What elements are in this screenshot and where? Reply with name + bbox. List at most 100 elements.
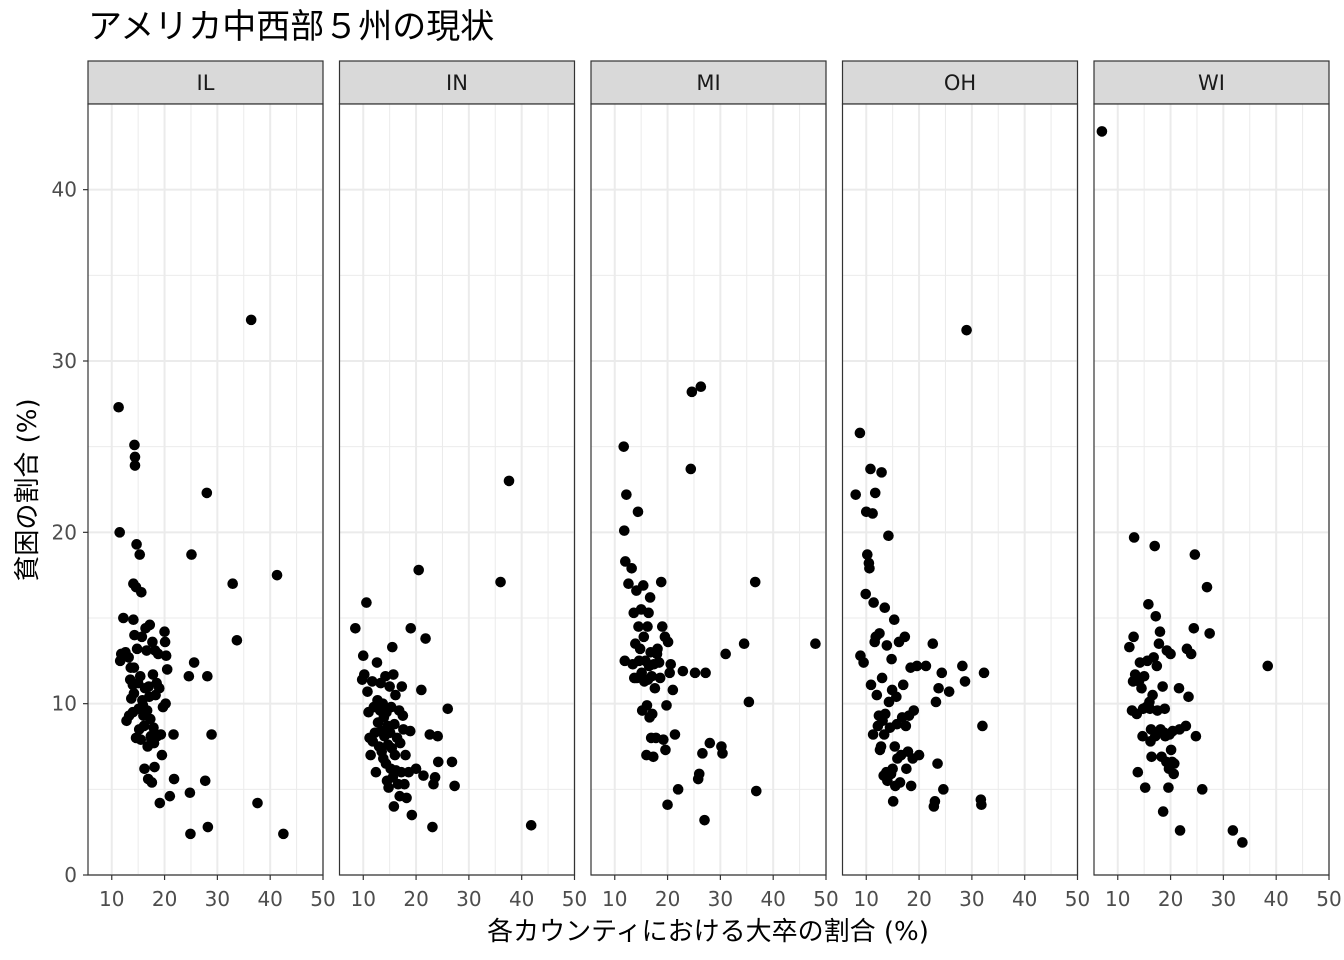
data-point [388,669,399,680]
panel-border [590,103,827,876]
data-point [1096,126,1108,137]
data-point [135,734,147,745]
data-point [699,814,710,826]
data-point [410,763,422,775]
panel-background [339,104,575,875]
x-tick-label: 30 [959,887,984,911]
data-point [146,777,158,788]
data-point [1201,581,1213,593]
data-point [620,556,631,567]
data-point [850,489,862,500]
data-point [662,636,674,648]
data-point [149,761,160,773]
data-point [943,686,955,697]
data-point [141,645,152,656]
data-point [206,729,217,740]
facet-strip-label: MI [696,71,720,95]
data-point [1227,825,1239,836]
data-point [129,451,141,463]
data-point [897,679,909,691]
data-point [525,820,537,831]
data-point [649,682,661,694]
facet-panels: IL 10 20 30 40 50 IN 10 20 30 40 50 MI 10 20 30 40 50 OH 10… [87,60,1342,911]
data-point [634,643,646,655]
data-point [168,729,179,740]
data-point [1150,610,1162,622]
data-point [669,729,681,740]
data-point [1151,660,1163,672]
data-point [161,664,173,675]
data-point [938,784,949,795]
data-point [160,698,171,709]
data-point [887,796,899,807]
data-point [1168,768,1180,780]
facet-strip [1093,60,1330,105]
data-point [667,684,679,696]
data-point [1174,825,1186,836]
facet-strip-label: OH [944,71,976,95]
data-point [1196,784,1208,795]
data-point [141,705,153,716]
x-tick-label: 20 [906,887,931,911]
data-point [388,801,400,812]
data-point [869,487,881,499]
data-point [876,467,887,478]
chart-title: アメリカ中西部５州の現状 [88,7,494,47]
data-point [632,506,644,518]
data-point [370,766,382,778]
data-points [350,475,537,833]
data-point [442,703,454,715]
data-point [636,667,647,679]
data-point [413,564,425,576]
data-point [446,756,458,768]
facet-panel-il: IL 10 20 30 40 50 [87,60,336,911]
data-point [432,730,444,742]
data-point [665,658,677,670]
data-point [1237,837,1248,848]
data-point [154,797,166,809]
data-point [976,799,987,811]
data-point [395,766,407,778]
data-point [700,667,711,679]
data-point [871,689,883,701]
data-point [717,748,728,759]
data-point [387,641,398,653]
data-point [1190,730,1202,742]
data-point [1153,638,1165,649]
data-point [1163,782,1174,793]
data-point [278,828,289,840]
data-point [1139,782,1151,793]
data-point [936,667,948,679]
data-point [152,648,164,660]
data-point [394,737,406,749]
data-point [199,775,211,787]
data-point [641,700,653,711]
data-point [865,463,876,475]
data-point [646,708,658,720]
data-point [1189,549,1201,560]
data-point [1183,691,1194,703]
data-point [164,790,176,802]
data-point [227,578,238,590]
data-point [854,427,866,439]
data-point [400,749,411,761]
data-point [201,487,213,499]
data-point [390,689,401,701]
panel-border [87,103,324,876]
data-point [128,662,140,673]
data-point [978,667,990,679]
data-point [252,797,263,809]
x-tick-label: 40 [1263,887,1288,911]
y-tick-label: 40 [52,178,77,202]
data-point [933,682,944,694]
data-point [159,626,170,638]
data-point [380,670,391,682]
x-axis: 10 20 30 40 50 [1105,875,1342,911]
data-point [361,597,372,608]
facet-panel-in: IN 10 20 30 40 50 [338,60,587,911]
data-point [1137,730,1148,742]
data-point [876,672,888,684]
data-point [867,729,879,740]
data-point [139,763,150,775]
